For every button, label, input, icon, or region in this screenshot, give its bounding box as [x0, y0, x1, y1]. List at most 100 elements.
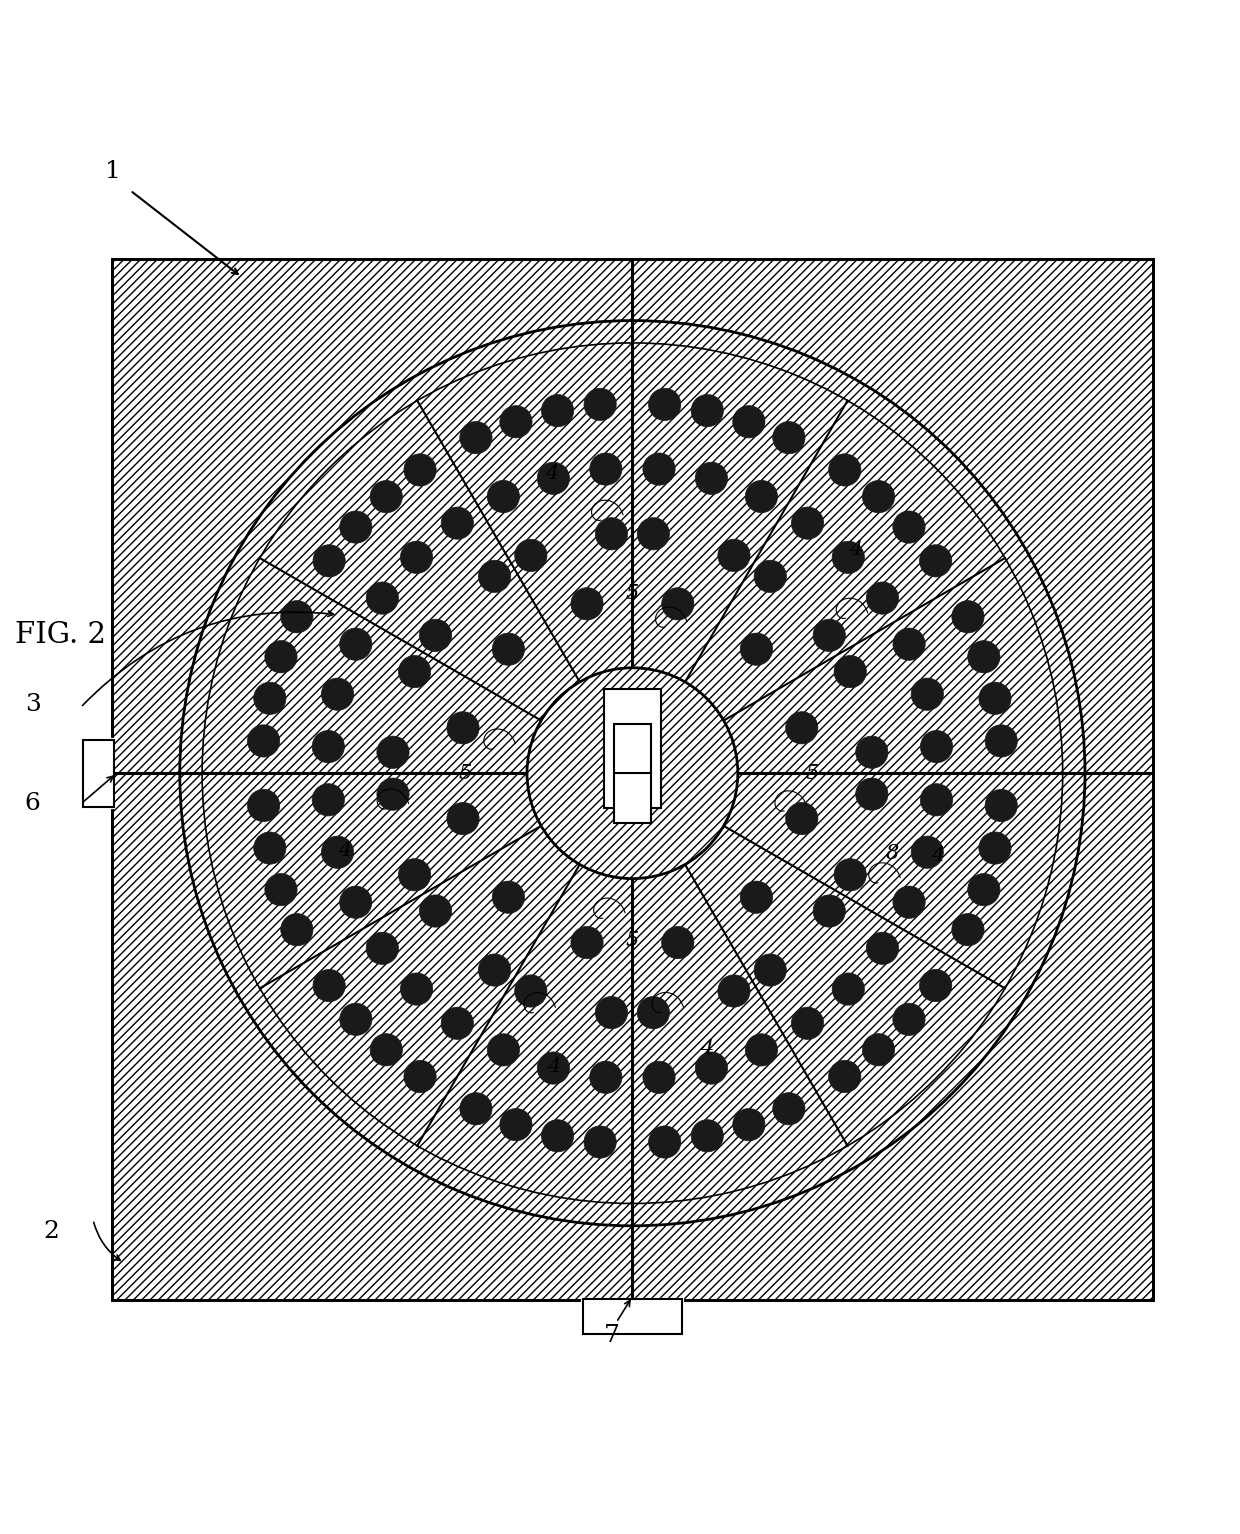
- Circle shape: [952, 601, 985, 634]
- Circle shape: [542, 394, 574, 426]
- Bar: [112, 259, 1153, 1301]
- Text: 5: 5: [806, 764, 818, 782]
- Circle shape: [487, 480, 520, 512]
- Circle shape: [254, 831, 286, 864]
- Circle shape: [754, 560, 786, 592]
- Circle shape: [500, 1109, 532, 1141]
- Circle shape: [340, 511, 372, 543]
- Circle shape: [773, 1092, 805, 1124]
- Text: 4: 4: [931, 845, 945, 865]
- Circle shape: [500, 405, 532, 437]
- Circle shape: [733, 405, 765, 437]
- Bar: [112, 259, 1153, 1301]
- Text: 4: 4: [547, 1057, 560, 1077]
- Circle shape: [867, 933, 899, 965]
- Text: 4: 4: [339, 841, 352, 859]
- Circle shape: [366, 933, 398, 965]
- Circle shape: [985, 790, 1017, 822]
- Circle shape: [401, 973, 433, 1005]
- Circle shape: [537, 1052, 569, 1085]
- Circle shape: [321, 678, 353, 710]
- Circle shape: [254, 683, 286, 715]
- Circle shape: [642, 453, 675, 485]
- Circle shape: [340, 627, 372, 660]
- Circle shape: [248, 724, 280, 758]
- Text: FIG. 2: FIG. 2: [15, 621, 105, 649]
- Text: 3: 3: [25, 693, 41, 716]
- Circle shape: [791, 508, 823, 540]
- Circle shape: [832, 542, 864, 574]
- Text: 8: 8: [887, 844, 899, 864]
- Text: 5: 5: [626, 584, 639, 603]
- Circle shape: [377, 736, 409, 769]
- Circle shape: [595, 997, 627, 1029]
- Circle shape: [479, 954, 511, 986]
- Circle shape: [312, 545, 345, 577]
- Text: 5: 5: [626, 931, 639, 950]
- Circle shape: [460, 1092, 492, 1124]
- Circle shape: [446, 802, 479, 834]
- Circle shape: [893, 511, 925, 543]
- Circle shape: [835, 655, 867, 687]
- Circle shape: [649, 388, 681, 420]
- Circle shape: [862, 480, 894, 512]
- Circle shape: [978, 831, 1011, 864]
- Circle shape: [487, 1034, 520, 1066]
- Circle shape: [718, 976, 750, 1008]
- Text: 4: 4: [546, 465, 559, 483]
- Circle shape: [745, 1034, 777, 1066]
- Text: 4: 4: [849, 540, 863, 558]
- Circle shape: [340, 887, 372, 919]
- Circle shape: [492, 634, 525, 666]
- Circle shape: [637, 997, 670, 1029]
- Circle shape: [718, 540, 750, 572]
- Circle shape: [740, 881, 773, 913]
- Circle shape: [584, 1126, 616, 1158]
- Circle shape: [542, 1120, 574, 1152]
- Circle shape: [419, 620, 451, 652]
- Circle shape: [441, 508, 474, 540]
- Circle shape: [828, 1060, 861, 1092]
- Circle shape: [401, 542, 433, 574]
- Circle shape: [419, 894, 451, 927]
- Text: 7: 7: [604, 1324, 620, 1347]
- Circle shape: [813, 894, 846, 927]
- Circle shape: [662, 588, 694, 620]
- Circle shape: [967, 641, 999, 673]
- Circle shape: [867, 581, 899, 614]
- Circle shape: [813, 620, 846, 652]
- Circle shape: [740, 634, 773, 666]
- Circle shape: [371, 1034, 403, 1066]
- Bar: [604, 689, 661, 808]
- Circle shape: [371, 480, 403, 512]
- Circle shape: [312, 730, 345, 762]
- Text: 1: 1: [105, 160, 122, 183]
- Circle shape: [920, 545, 952, 577]
- Circle shape: [515, 540, 547, 572]
- Text: 4: 4: [699, 1039, 713, 1058]
- Circle shape: [786, 802, 818, 834]
- Circle shape: [446, 712, 479, 744]
- Circle shape: [642, 1062, 675, 1094]
- Circle shape: [791, 1008, 823, 1040]
- Bar: [83, 739, 114, 807]
- Circle shape: [920, 969, 952, 1002]
- Circle shape: [366, 581, 398, 614]
- Circle shape: [590, 1062, 622, 1094]
- Circle shape: [479, 560, 511, 592]
- Circle shape: [920, 784, 952, 816]
- Circle shape: [515, 976, 547, 1008]
- Circle shape: [786, 712, 818, 744]
- Circle shape: [754, 954, 786, 986]
- Circle shape: [893, 627, 925, 660]
- Bar: [583, 1299, 682, 1333]
- Circle shape: [745, 480, 777, 512]
- Circle shape: [862, 1034, 894, 1066]
- Text: 5: 5: [459, 764, 471, 782]
- Circle shape: [691, 1120, 723, 1152]
- Circle shape: [265, 873, 298, 905]
- Circle shape: [920, 730, 952, 762]
- Circle shape: [537, 462, 569, 494]
- Circle shape: [280, 914, 312, 946]
- Circle shape: [691, 394, 723, 426]
